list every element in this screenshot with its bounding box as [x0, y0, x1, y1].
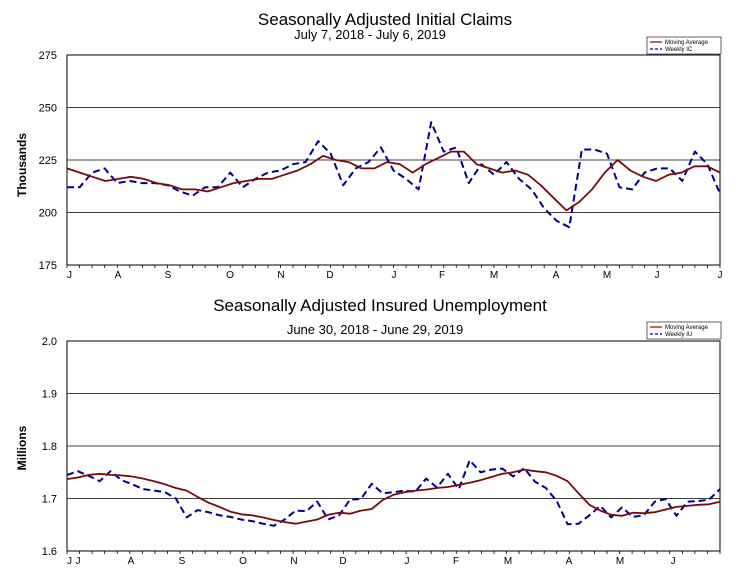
chart2-legend-box	[646, 321, 722, 340]
chart2-y-tick-label: 1.6	[42, 546, 57, 558]
chart1-x-month-label: F	[439, 270, 445, 281]
chart1-legend-label: Weekly IC	[665, 47, 693, 53]
chart2-x-month-label: M	[504, 556, 512, 567]
chart2-x-month-label: A	[128, 556, 135, 567]
chart1-subtitle: July 7, 2018 - July 6, 2019	[294, 27, 446, 42]
chart1-x-month-label: A	[115, 270, 122, 281]
chart2-title: Seasonally Adjusted Insured Unemployment	[213, 296, 547, 315]
chart1-y-tick-label: 275	[39, 50, 57, 62]
chart2-series-weekly-line	[66, 459, 721, 527]
chart2-subtitle: June 30, 2018 - June 29, 2019	[287, 322, 463, 337]
chart2-y-tick-label: 2.0	[42, 336, 57, 348]
chart2-x-month-label: F	[453, 556, 459, 567]
chart1-x-month-label: M	[603, 270, 611, 281]
chart2-x-month-label: J	[671, 556, 676, 567]
chart1-x-month-label: S	[165, 270, 172, 281]
chart2-x-month-label: J	[76, 556, 81, 567]
chart2-x-month-label: M	[616, 556, 624, 567]
chart1-x-month-label: J	[392, 270, 397, 281]
chart1-x-month-label: O	[226, 270, 234, 281]
chart1-x-month-label: J	[655, 270, 660, 281]
chart2-legend-label: Moving Average	[665, 325, 709, 331]
chart1-x-month-label: M	[490, 270, 498, 281]
chart1-series-weekly-line	[67, 121, 721, 229]
chart2-x-month-label: J	[67, 556, 72, 567]
chart1-y-tick-label: 225	[39, 155, 57, 167]
chart1-y-tick-label: 200	[39, 208, 57, 220]
chart2-y-tick-label: 1.8	[42, 441, 57, 453]
chart2-x-month-label: S	[179, 556, 186, 567]
chart1-title: Seasonally Adjusted Initial Claims	[258, 10, 512, 29]
chart1-x-month-label: N	[277, 270, 284, 281]
chart2-series-moving-average-line	[66, 468, 721, 525]
chart1-y-tick-label: 250	[39, 103, 57, 115]
chart1-y-tick-label: 175	[39, 260, 57, 272]
chart1-x-month-label: D	[326, 270, 333, 281]
chart2-x-month-label: J	[405, 556, 410, 567]
chart2-legend-label: Weekly IU	[665, 332, 692, 338]
chart1-series-moving-average-line	[66, 150, 721, 212]
chart2-x-month-label: N	[290, 556, 297, 567]
chart2-x-month-label: D	[339, 556, 346, 567]
chart2-x-month-label: O	[239, 556, 247, 567]
chart1-legend-box	[646, 36, 722, 55]
chart2-y-tick-label: 1.7	[42, 494, 57, 506]
chart2-y-tick-label: 1.9	[42, 389, 57, 401]
chart1-legend-label: Moving Average	[665, 40, 709, 46]
chart2-x-month-label: A	[566, 556, 573, 567]
chart2-ylabel: Millions	[15, 425, 29, 470]
chart1-x-month-label: A	[553, 270, 560, 281]
chart1-plot-area: 175 200 225 250 275 J A S O N D J F M A M J J Moving Avera…	[39, 36, 723, 281]
chart1-ylabel: Thousands	[15, 133, 29, 197]
chart1-x-month-label: J	[718, 270, 723, 281]
chart1-x-month-label: J	[67, 270, 72, 281]
